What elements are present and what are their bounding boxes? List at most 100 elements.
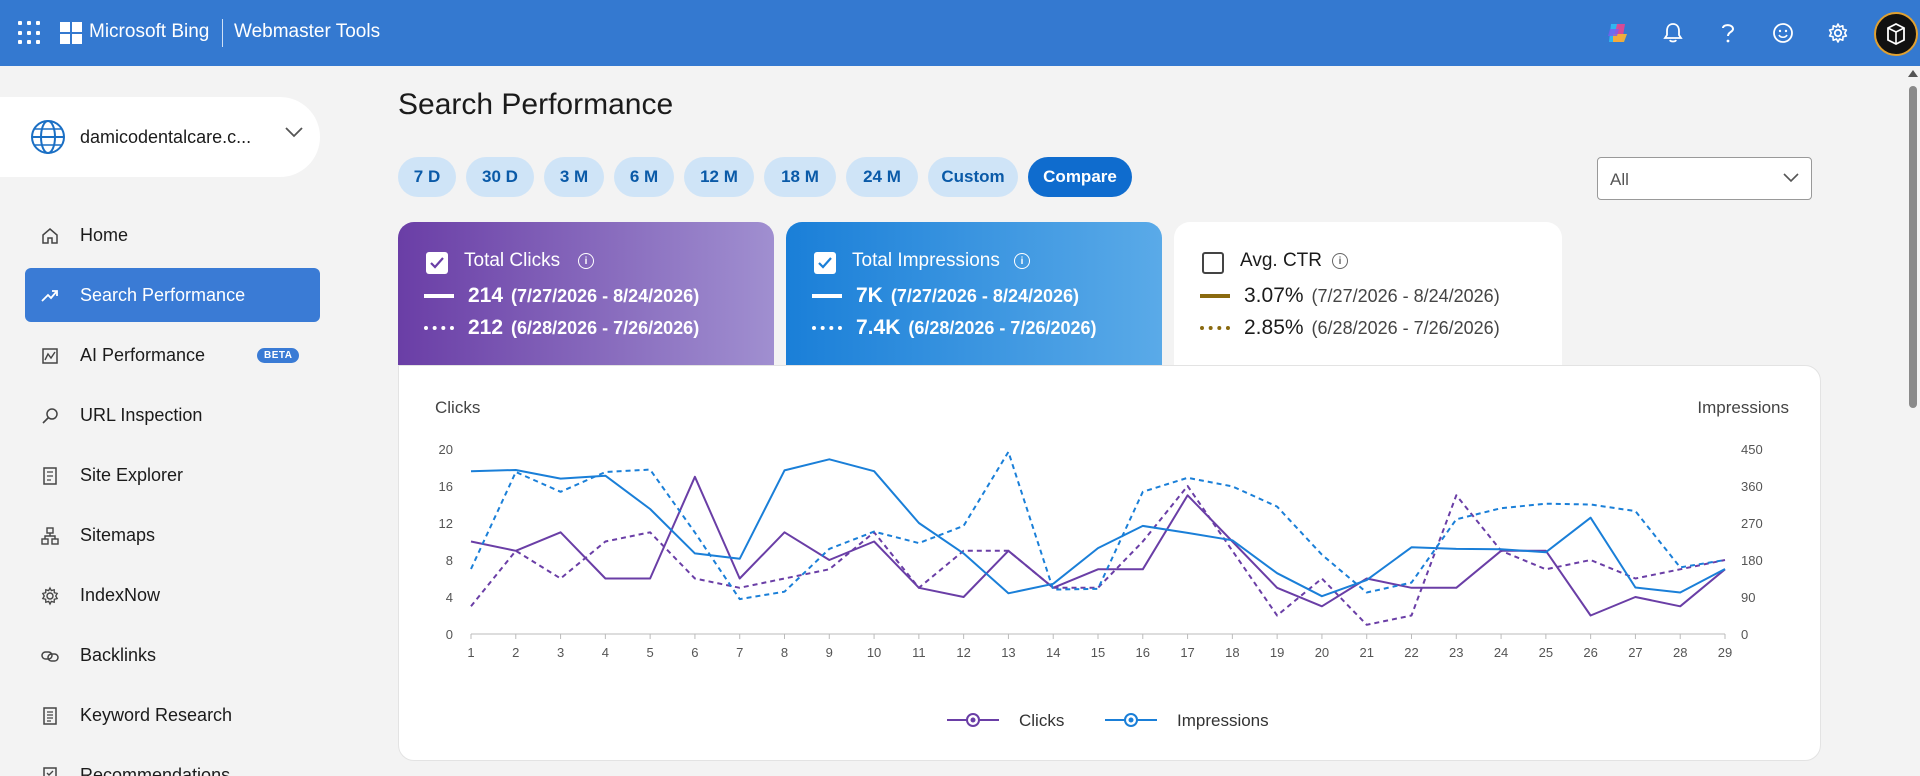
brand-name[interactable]: Microsoft Bing xyxy=(89,21,210,42)
x-tick-label: 20 xyxy=(1315,645,1329,660)
x-tick-label: 23 xyxy=(1449,645,1463,660)
sidebar-item-label: Sitemaps xyxy=(80,525,156,545)
legend-label-clicks: Clicks xyxy=(1019,711,1064,730)
app-launcher-icon[interactable] xyxy=(18,21,42,45)
dotted-line-icon xyxy=(424,326,454,330)
sidebar-item-sitemaps[interactable]: Sitemaps xyxy=(25,508,320,562)
x-tick-label: 22 xyxy=(1404,645,1418,660)
solid-line-icon xyxy=(1200,294,1230,298)
x-tick-label: 2 xyxy=(512,645,519,660)
filter-select[interactable]: All xyxy=(1597,157,1812,200)
series-line-clicks-solid xyxy=(470,475,1726,617)
range-compare[interactable]: Compare xyxy=(1028,157,1132,197)
legend-marker-dot xyxy=(970,717,976,723)
sidebar-item-site-explorer[interactable]: Site Explorer xyxy=(25,448,320,502)
smiley-feedback-icon[interactable] xyxy=(1769,19,1797,47)
site-selector[interactable]: damicodentalcare.c... xyxy=(0,97,320,177)
x-tick-label: 24 xyxy=(1494,645,1508,660)
scrollbar[interactable] xyxy=(1906,66,1920,776)
y-axis-label-left: Clicks xyxy=(435,398,480,417)
recommendations-icon xyxy=(39,765,61,776)
metric-current-range: (7/27/2026 - 8/24/2026) xyxy=(1311,285,1500,306)
performance-chart[interactable]: Clicks Impressions04812162009018027036045… xyxy=(399,366,1822,762)
impressions-checkbox[interactable] xyxy=(814,252,836,274)
sidebar-item-label: Site Explorer xyxy=(80,465,184,485)
x-tick-label: 11 xyxy=(912,645,926,660)
link-icon xyxy=(39,645,61,667)
range-12m[interactable]: 12 M xyxy=(684,157,754,197)
sidebar-item-label: IndexNow xyxy=(80,585,161,605)
x-tick-label: 17 xyxy=(1180,645,1194,660)
x-tick-label: 8 xyxy=(781,645,788,660)
sidebar-item-ai-performance[interactable]: AI Performance BETA xyxy=(25,328,320,382)
range-18m[interactable]: 18 M xyxy=(764,157,836,197)
range-30d[interactable]: 30 D xyxy=(466,157,534,197)
x-tick-label: 27 xyxy=(1628,645,1642,660)
x-tick-label: 25 xyxy=(1539,645,1553,660)
sidebar-item-home[interactable]: Home xyxy=(25,208,320,262)
bell-icon[interactable] xyxy=(1659,19,1687,47)
scroll-thumb[interactable] xyxy=(1909,86,1917,408)
sidebar-item-recommendations[interactable]: Recommendations xyxy=(25,748,320,776)
ctr-checkbox[interactable] xyxy=(1202,252,1224,274)
info-icon[interactable]: i xyxy=(578,253,594,269)
y-tick-left: 20 xyxy=(439,442,453,457)
info-icon[interactable]: i xyxy=(1332,253,1348,269)
sidebar-item-backlinks[interactable]: Backlinks xyxy=(25,628,320,682)
y-tick-right: 90 xyxy=(1741,590,1755,605)
chevron-down-icon xyxy=(1783,173,1799,183)
metric-previous-row: 2.85% (6/28/2026 - 7/26/2026) xyxy=(1200,316,1500,340)
help-icon[interactable] xyxy=(1714,19,1742,47)
copilot-icon[interactable] xyxy=(1604,19,1632,47)
x-tick-label: 14 xyxy=(1046,645,1060,660)
y-axis-label-right: Impressions xyxy=(1697,398,1789,417)
legend-label-impressions: Impressions xyxy=(1177,711,1269,730)
x-tick-label: 5 xyxy=(647,645,654,660)
range-7d[interactable]: 7 D xyxy=(398,157,456,197)
solid-line-icon xyxy=(812,294,842,298)
sidebar-item-label: Recommendations xyxy=(80,765,231,776)
search-icon xyxy=(39,405,61,427)
x-tick-label: 3 xyxy=(557,645,564,660)
metric-previous-value: 2.85% xyxy=(1244,316,1304,339)
metric-card-clicks[interactable]: Total Clicks i 214 (7/27/2026 - 8/24/202… xyxy=(398,222,774,367)
range-6m[interactable]: 6 M xyxy=(614,157,674,197)
y-tick-right: 270 xyxy=(1741,516,1763,531)
header-divider xyxy=(222,19,223,47)
sidebar-item-label: Home xyxy=(80,225,129,245)
y-tick-left: 0 xyxy=(446,627,453,642)
metric-card-ctr[interactable]: Avg. CTR i 3.07% (7/27/2026 - 8/24/2026)… xyxy=(1174,222,1562,367)
metric-current-value: 214 xyxy=(468,284,504,307)
sidebar-item-label: AI Performance xyxy=(80,345,206,365)
x-tick-label: 16 xyxy=(1136,645,1150,660)
home-icon xyxy=(39,225,61,247)
gear-icon[interactable] xyxy=(1824,19,1852,47)
dotted-line-icon xyxy=(812,326,842,330)
product-name[interactable]: Webmaster Tools xyxy=(234,21,381,42)
scroll-up-icon[interactable] xyxy=(1908,70,1918,77)
range-3m[interactable]: 3 M xyxy=(544,157,604,197)
sidebar-item-keyword-research[interactable]: Keyword Research xyxy=(25,688,320,742)
sidebar-item-search-performance[interactable]: Search Performance xyxy=(25,268,320,322)
clicks-checkbox[interactable] xyxy=(426,252,448,274)
sidebar-item-indexnow[interactable]: IndexNow xyxy=(25,568,320,622)
y-tick-left: 16 xyxy=(439,479,453,494)
x-tick-label: 21 xyxy=(1359,645,1373,660)
sidebar-item-label: Search Performance xyxy=(80,285,246,305)
metric-card-impressions[interactable]: Total Impressions i 7K (7/27/2026 - 8/24… xyxy=(786,222,1162,367)
top-bar: Microsoft Bing Webmaster Tools xyxy=(0,0,1920,66)
ai-chart-icon xyxy=(39,345,61,367)
metric-title: Avg. CTR xyxy=(1240,250,1323,271)
avatar[interactable] xyxy=(1874,12,1918,56)
metric-previous-row: 212 (6/28/2026 - 7/26/2026) xyxy=(424,316,699,340)
range-24m[interactable]: 24 M xyxy=(846,157,918,197)
x-tick-label: 10 xyxy=(867,645,881,660)
solid-line-icon xyxy=(424,294,454,298)
x-tick-label: 28 xyxy=(1673,645,1687,660)
range-custom[interactable]: Custom xyxy=(928,157,1018,197)
sidebar-item-url-inspection[interactable]: URL Inspection xyxy=(25,388,320,442)
info-icon[interactable]: i xyxy=(1014,253,1030,269)
trend-icon xyxy=(39,285,61,307)
metric-current-value: 7K xyxy=(856,284,883,307)
chevron-down-icon[interactable] xyxy=(284,125,304,139)
